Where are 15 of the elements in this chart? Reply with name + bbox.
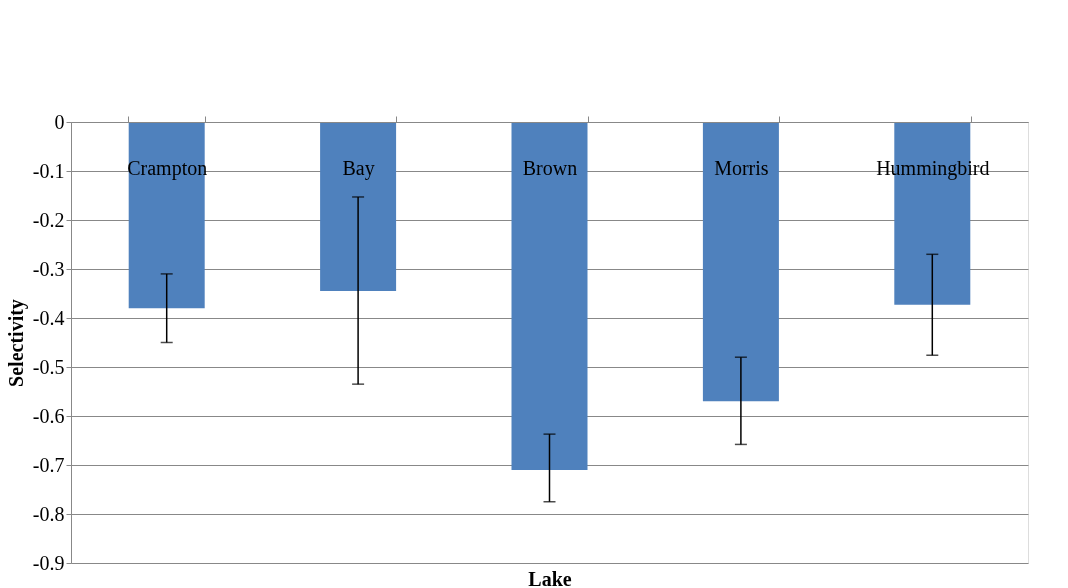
- x-tick-label: Morris: [714, 156, 769, 179]
- y-tick-label: -0.2: [32, 208, 65, 231]
- y-tick-label: -0.7: [32, 453, 65, 476]
- x-tick-label: Brown: [522, 156, 578, 179]
- y-tick-label: -0.1: [32, 159, 65, 182]
- y-tick-label: -0.8: [32, 502, 65, 525]
- y-tick-label: -0.6: [32, 404, 65, 427]
- y-tick-label: -0.4: [32, 306, 65, 329]
- y-tick-label: -0.3: [32, 257, 65, 280]
- x-tick-label: Bay: [342, 156, 375, 180]
- y-tick-label: 0: [54, 110, 65, 133]
- y-tick-label: -0.9: [32, 551, 65, 574]
- x-axis-title: Lake: [528, 567, 572, 588]
- y-tick-label: -0.5: [32, 355, 65, 378]
- y-axis-title: Selectivity: [4, 299, 28, 387]
